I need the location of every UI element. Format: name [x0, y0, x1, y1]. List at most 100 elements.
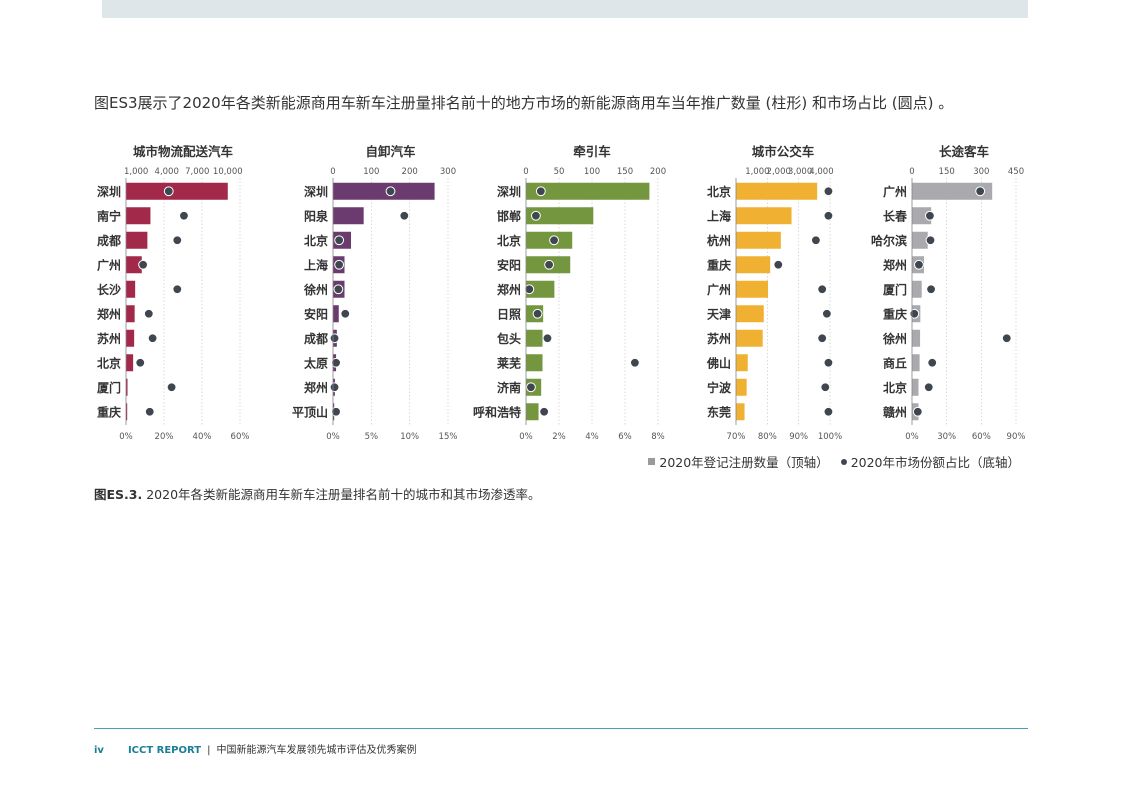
- bottom-tick-label: 80%: [758, 432, 777, 442]
- share-dot: [820, 382, 831, 393]
- share-dot: [524, 284, 535, 295]
- city-label: 北京: [97, 355, 121, 370]
- bottom-tick-label: 0%: [326, 432, 340, 442]
- bar: [526, 354, 543, 372]
- bottom-tick-label: 90%: [789, 432, 808, 442]
- city-label: 重庆: [97, 404, 121, 419]
- bottom-tick-label: 0%: [905, 432, 919, 442]
- share-dot: [340, 308, 351, 319]
- caption-text: 2020年各类新能源商用车新车注册量排名前十的城市和其市场渗透率。: [142, 487, 541, 502]
- city-label: 长春: [883, 208, 908, 223]
- share-dot: [544, 259, 554, 270]
- share-dot: [975, 186, 986, 197]
- city-label: 厦门: [97, 380, 121, 395]
- bar: [912, 354, 920, 372]
- bottom-tick-label: 60%: [231, 432, 250, 442]
- bar: [126, 231, 148, 249]
- bottom-tick-label: 2%: [552, 432, 566, 442]
- share-dot: [147, 333, 158, 344]
- bar: [526, 231, 573, 249]
- bar: [126, 256, 142, 274]
- city-label: 郑州: [97, 306, 121, 321]
- city-label: 厦门: [883, 282, 907, 297]
- share-dot: [166, 382, 177, 393]
- share-dot: [138, 259, 149, 270]
- charts-panel: 城市物流配送汽车 1,000 4,000 7,000 10,000 0% 20% 40% 60%…: [97, 144, 1025, 442]
- city-label: 深圳: [304, 184, 328, 199]
- share-dot: [532, 308, 543, 319]
- city-label: 徐州: [303, 282, 328, 297]
- share-dot: [925, 235, 936, 246]
- share-dot: [399, 210, 410, 221]
- city-label: 太原: [304, 355, 328, 370]
- bottom-tick-label: 10%: [400, 432, 419, 442]
- share-dot: [542, 333, 553, 344]
- top-tick-label: 0: [909, 167, 914, 177]
- page-number: iv: [94, 745, 104, 756]
- figure-caption: 图ES.3. 2020年各类新能源商用车新车注册量排名前十的城市和其市场渗透率。: [94, 484, 541, 503]
- chart-title: 长途客车: [939, 144, 990, 159]
- bar: [736, 207, 792, 225]
- bar: [736, 256, 771, 274]
- city-label: 上海: [707, 208, 731, 223]
- bottom-tick-label: 40%: [193, 432, 212, 442]
- share-dot: [385, 186, 396, 197]
- chart-legend: 2020年登记注册数量（顶轴） 2020年市场份额占比（底轴）: [648, 452, 1020, 471]
- top-tick-label: 1,000: [745, 167, 769, 177]
- share-dot: [172, 235, 183, 246]
- city-label: 郑州: [883, 257, 907, 272]
- share-dot: [923, 382, 934, 393]
- share-dot: [1001, 333, 1012, 344]
- bar: [736, 329, 763, 347]
- top-tick-label: 0: [330, 167, 335, 177]
- chart-title: 城市公交车: [752, 144, 815, 159]
- top-tick-label: 300: [973, 167, 989, 177]
- bar: [126, 403, 128, 421]
- city-label: 包头: [496, 331, 521, 346]
- top-tick-label: 4,000: [155, 167, 179, 177]
- share-dot: [334, 235, 345, 246]
- city-label: 深圳: [497, 184, 521, 199]
- share-dot: [163, 186, 174, 197]
- share-dot: [535, 186, 546, 197]
- intro-text: 图ES3展示了2020年各类新能源商用车新车注册量排名前十的地方市场的新能源商用…: [94, 94, 954, 112]
- chart-title: 城市物流配送汽车: [133, 144, 234, 159]
- bottom-tick-label: 6%: [618, 432, 632, 442]
- footer-separator: |: [207, 745, 211, 756]
- share-dot: [334, 259, 345, 270]
- bottom-tick-label: 8%: [651, 432, 665, 442]
- share-dot: [811, 235, 821, 246]
- city-label: 北京: [707, 184, 731, 199]
- share-dot: [526, 382, 536, 393]
- legend-dots-label: 2020年市场份额占比（底轴）: [850, 455, 1020, 470]
- top-tick-label: 200: [650, 167, 666, 177]
- bottom-tick-label: 15%: [439, 432, 458, 442]
- bar: [736, 182, 818, 200]
- top-tick-label: 10,000: [213, 167, 243, 177]
- share-dot: [144, 406, 155, 417]
- caption-label: 图ES.3.: [94, 487, 143, 502]
- share-dot: [823, 186, 834, 197]
- top-tick-label: 450: [1008, 167, 1024, 177]
- bottom-tick-label: 70%: [727, 432, 746, 442]
- share-dot: [817, 333, 828, 344]
- city-label: 深圳: [97, 184, 121, 199]
- city-label: 苏州: [707, 331, 731, 346]
- top-tick-label: 4,000: [809, 167, 833, 177]
- city-label: 阳泉: [304, 208, 329, 223]
- bar: [126, 354, 134, 372]
- bar: [126, 280, 136, 298]
- share-dot: [333, 284, 344, 295]
- bar: [526, 182, 650, 200]
- bar: [126, 207, 151, 225]
- bar: [126, 305, 135, 323]
- share-dot: [549, 235, 559, 246]
- city-label: 东莞: [707, 404, 731, 419]
- page-footer: iv ICCT REPORT | 中国新能源汽车发展领先城市评估及优秀案例: [94, 741, 416, 756]
- share-dot: [823, 210, 834, 221]
- top-tick-label: 100: [363, 167, 379, 177]
- report-org: ICCT REPORT: [127, 745, 202, 756]
- share-dot: [912, 406, 923, 417]
- share-dot: [172, 284, 183, 295]
- city-label: 莱芜: [497, 355, 521, 370]
